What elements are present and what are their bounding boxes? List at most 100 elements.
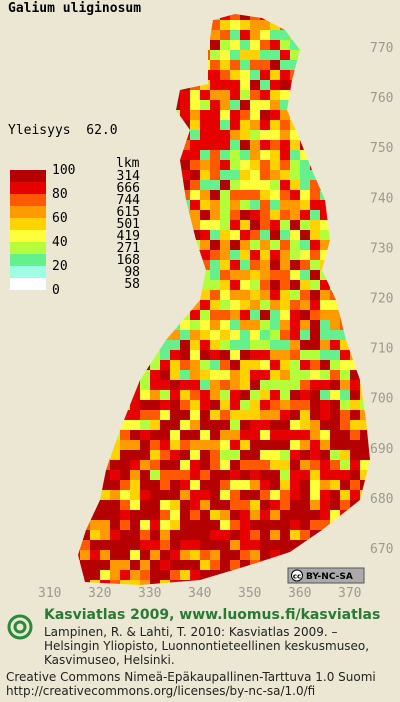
map-cell <box>310 550 320 560</box>
map-cell <box>100 380 110 390</box>
map-cell <box>330 550 340 560</box>
map-cell <box>290 220 300 230</box>
map-cell <box>150 250 160 260</box>
map-cell <box>220 70 230 80</box>
map-cell <box>150 570 160 580</box>
map-cell <box>330 140 340 150</box>
map-cell <box>210 90 220 100</box>
map-cell <box>300 40 310 50</box>
map-cell <box>280 270 290 280</box>
map-cell <box>270 310 280 320</box>
map-cell <box>210 470 220 480</box>
map-cell <box>290 530 300 540</box>
map-cell <box>350 390 360 400</box>
map-cell <box>290 290 300 300</box>
map-cell <box>100 460 110 470</box>
map-cell <box>210 130 220 140</box>
map-cell <box>190 40 200 50</box>
map-cell <box>350 150 360 160</box>
map-cell <box>220 580 230 585</box>
map-cell <box>170 420 180 430</box>
map-cell <box>340 390 350 400</box>
map-cell <box>140 80 150 90</box>
map-cell <box>350 450 360 460</box>
map-cell <box>280 550 290 560</box>
map-cell <box>360 20 370 30</box>
map-cell <box>170 160 180 170</box>
map-cell <box>78 100 80 110</box>
map-cell <box>78 460 80 470</box>
map-cell <box>220 320 230 330</box>
map-cell <box>150 300 160 310</box>
map-cell <box>170 40 180 50</box>
map-cell <box>210 250 220 260</box>
map-cell <box>290 490 300 500</box>
map-cell <box>300 150 310 160</box>
map-cell <box>80 230 90 240</box>
map-cell <box>310 510 320 520</box>
map-cell <box>290 330 300 340</box>
map-cell <box>90 380 100 390</box>
map-cell <box>150 130 160 140</box>
map-cell <box>150 580 160 585</box>
map-cell <box>90 60 100 70</box>
map-cell <box>210 530 220 540</box>
map-cell <box>150 430 160 440</box>
map-cell <box>260 410 270 420</box>
map-cell <box>90 510 100 520</box>
map-cell <box>320 370 330 380</box>
map-cell <box>350 170 360 180</box>
map-cell <box>330 100 340 110</box>
map-cell <box>300 270 310 280</box>
map-cell <box>110 280 120 290</box>
map-cell <box>78 540 80 550</box>
map-cell <box>78 410 80 420</box>
map-cell <box>250 310 260 320</box>
map-cell <box>130 70 140 80</box>
map-cell <box>90 310 100 320</box>
map-cell <box>190 170 200 180</box>
map-cell <box>230 190 240 200</box>
map-cell <box>230 350 240 360</box>
map-cell <box>90 370 100 380</box>
map-cell <box>260 470 270 480</box>
map-cell <box>340 90 350 100</box>
map-cell <box>130 560 140 570</box>
map-cell <box>100 320 110 330</box>
map-cell <box>340 410 350 420</box>
map-cell <box>150 80 160 90</box>
map-cell <box>240 510 250 520</box>
legend-class-label: 80 <box>52 187 68 202</box>
map-cell <box>300 250 310 260</box>
map-cell <box>78 50 80 60</box>
map-cell <box>190 400 200 410</box>
map-cell <box>80 420 90 430</box>
map-cell <box>250 340 260 350</box>
map-cell <box>180 450 190 460</box>
map-cell <box>78 380 80 390</box>
map-cell <box>230 450 240 460</box>
map-cell <box>250 260 260 270</box>
map-cell <box>240 220 250 230</box>
map-cell <box>160 20 170 30</box>
x-grid-label: 330 <box>138 586 161 601</box>
map-cell <box>270 170 280 180</box>
map-cell <box>80 50 90 60</box>
map-cell <box>280 340 290 350</box>
map-cell <box>350 270 360 280</box>
map-cell <box>100 50 110 60</box>
map-cell <box>110 70 120 80</box>
map-cell <box>130 460 140 470</box>
map-cell <box>190 470 200 480</box>
map-cell <box>310 460 320 470</box>
map-cell <box>110 450 120 460</box>
map-cell <box>80 250 90 260</box>
map-cell <box>360 400 370 410</box>
map-cell <box>270 420 280 430</box>
map-cell <box>330 14 340 20</box>
map-cell <box>200 240 210 250</box>
map-cell <box>350 140 360 150</box>
map-cell <box>210 480 220 490</box>
map-cell <box>370 320 380 330</box>
map-cell <box>310 160 320 170</box>
